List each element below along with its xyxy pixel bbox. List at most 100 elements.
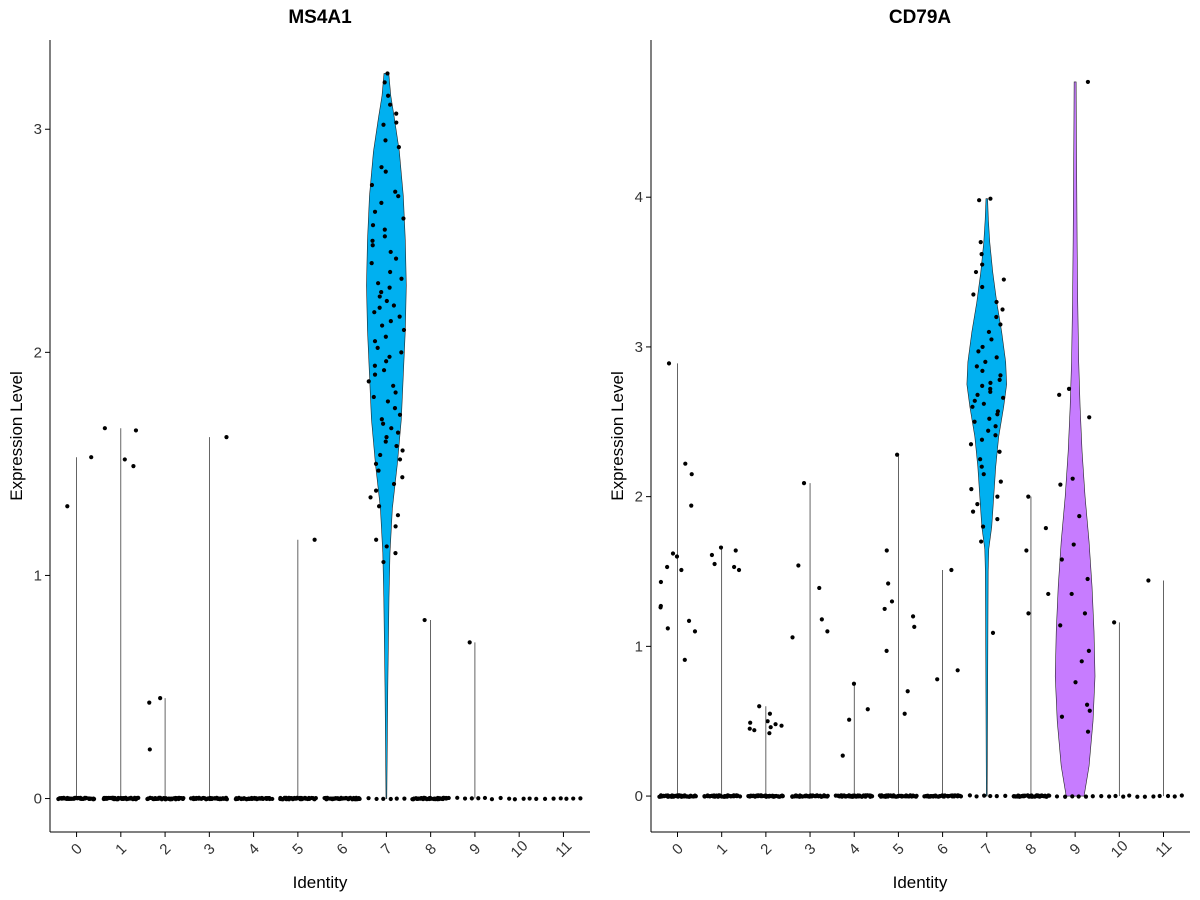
data-point (392, 406, 398, 411)
data-point (373, 488, 379, 493)
data-point (1146, 578, 1151, 583)
x-tick-label: 9 (1067, 840, 1085, 858)
data-point (993, 424, 998, 429)
data-point (974, 364, 979, 369)
data-point (377, 294, 382, 299)
data-point (988, 389, 993, 394)
data-point-zero (381, 796, 386, 801)
x-tick-label: 1 (112, 840, 130, 858)
data-point (709, 552, 715, 558)
data-point-zero (737, 794, 743, 799)
data-point (312, 537, 317, 542)
data-point-zero (1121, 794, 1126, 799)
data-point (736, 567, 742, 573)
data-point (383, 439, 388, 444)
data-point (1086, 648, 1091, 653)
data-point (895, 452, 900, 457)
data-point (388, 102, 393, 107)
data-point (840, 753, 845, 758)
y-tick-label: 2 (34, 344, 42, 361)
data-point (370, 243, 375, 248)
data-point (1059, 714, 1065, 719)
data-point (748, 720, 753, 725)
data-point (955, 668, 960, 673)
data-point (995, 412, 1000, 417)
data-point (1087, 708, 1092, 713)
data-point (385, 71, 390, 76)
data-point (765, 719, 770, 724)
data-point (686, 618, 692, 624)
data-point (679, 567, 684, 573)
data-point-zero (542, 796, 548, 801)
data-point (102, 426, 107, 431)
data-point (989, 337, 994, 342)
data-point (995, 494, 1000, 499)
data-point (372, 363, 377, 368)
chart-title: CD79A (889, 7, 952, 28)
data-point (994, 314, 999, 320)
data-point (658, 579, 664, 585)
data-point-zero (1151, 794, 1156, 799)
x-tick-label: 8 (422, 840, 440, 858)
data-point (1070, 476, 1075, 481)
data-point (683, 461, 688, 466)
data-point (1085, 729, 1091, 734)
data-point (1001, 277, 1006, 282)
data-point (370, 238, 375, 243)
data-point-zero (1165, 793, 1171, 799)
data-point-zero (366, 796, 371, 801)
data-point (394, 120, 399, 125)
data-point (379, 417, 384, 422)
x-tick-label: 7 (978, 840, 996, 858)
data-point (796, 563, 801, 568)
data-point (979, 437, 985, 442)
x-tick-label: 11 (552, 838, 575, 861)
data-point-zero (489, 797, 495, 802)
data-point (1043, 525, 1048, 531)
data-point (393, 256, 399, 261)
data-point (370, 223, 376, 228)
y-tick-label: 2 (635, 489, 643, 506)
x-tick-label: 2 (757, 840, 775, 858)
data-point (988, 196, 993, 201)
data-point (994, 299, 999, 305)
data-point (665, 626, 670, 631)
data-point (372, 209, 378, 214)
data-point (133, 428, 139, 433)
data-point (1087, 415, 1092, 420)
data-point (387, 354, 392, 359)
data-point-zero (825, 793, 830, 798)
data-point-zero (1107, 794, 1112, 799)
data-point (1082, 611, 1088, 616)
data-point (1024, 548, 1029, 553)
data-point (978, 240, 983, 245)
data-point (1026, 611, 1031, 616)
data-point (773, 722, 778, 727)
data-point (998, 479, 1003, 484)
data-point (385, 93, 391, 98)
y-tick-label: 3 (34, 121, 42, 138)
data-point (973, 269, 979, 275)
data-point-zero (994, 794, 999, 799)
data-point (391, 481, 397, 487)
x-tick-label: 10 (508, 837, 532, 861)
data-point (397, 412, 403, 417)
data-point (712, 561, 717, 567)
data-point (385, 399, 391, 404)
data-point-zero (527, 796, 532, 801)
data-point-zero (446, 795, 451, 801)
data-point (1058, 623, 1063, 628)
data-point-zero (558, 796, 563, 801)
data-point (995, 516, 1000, 522)
data-point (393, 189, 398, 194)
data-point (969, 487, 974, 492)
data-point (997, 377, 1002, 382)
data-point (147, 747, 152, 752)
data-point (949, 567, 954, 573)
data-point (779, 723, 784, 728)
data-point (400, 475, 405, 480)
data-point (851, 681, 857, 686)
data-point-zero (1135, 794, 1140, 799)
data-point (372, 372, 378, 377)
